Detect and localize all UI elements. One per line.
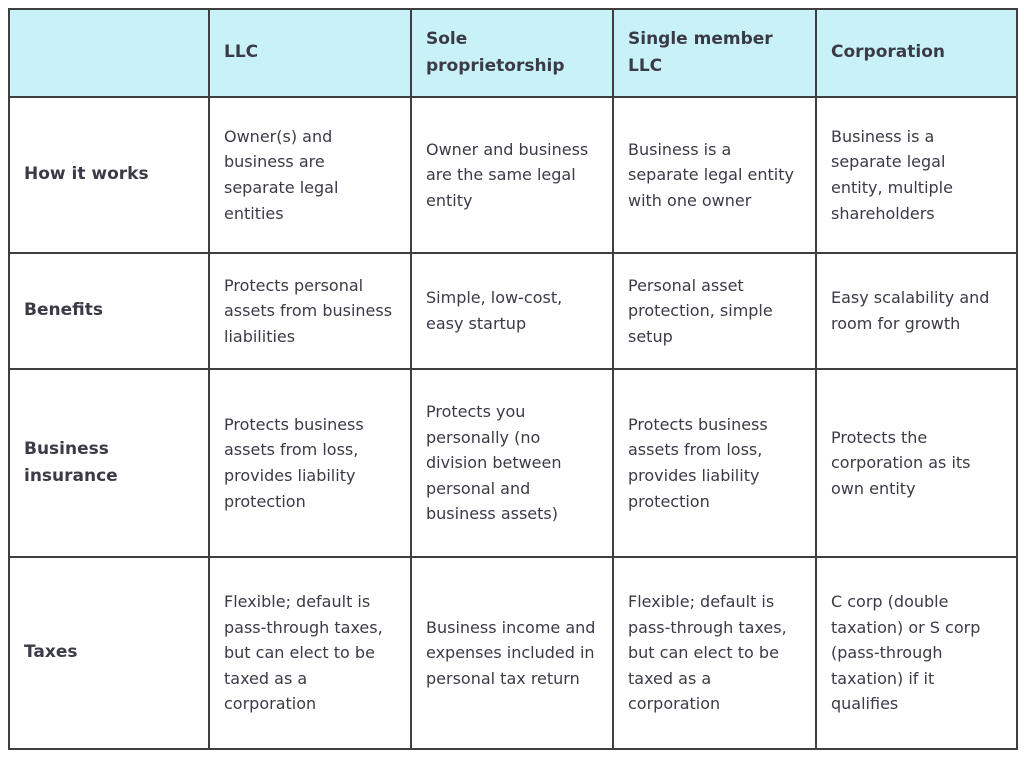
row-label-how-it-works: How it works — [8, 96, 210, 254]
table-cell: Protects business assets from loss, prov… — [612, 368, 817, 558]
table-cell: Business is a separate legal entity, mul… — [815, 96, 1018, 254]
table-cell: Personal asset protection, simple setup — [612, 252, 817, 370]
table-cell: Protects the corporation as its own enti… — [815, 368, 1018, 558]
table-cell: Owner(s) and business are separate legal… — [208, 96, 412, 254]
table-row-benefits: Benefits Protects personal assets from b… — [8, 252, 1018, 370]
header-cell-llc: LLC — [208, 8, 412, 98]
header-row: LLC Sole proprietorship Single member LL… — [8, 8, 1018, 98]
table-cell: Owner and business are the same legal en… — [410, 96, 614, 254]
table-cell: C corp (double taxation) or S corp (pass… — [815, 556, 1018, 750]
header-cell-corporation: Corporation — [815, 8, 1018, 98]
header-cell-empty — [8, 8, 210, 98]
table-cell: Protects business assets from loss, prov… — [208, 368, 412, 558]
table-row-taxes: Taxes Flexible; default is pass-through … — [8, 556, 1018, 750]
table-cell: Business income and expenses included in… — [410, 556, 614, 750]
table-row-business-insurance: Business insurance Protects business ass… — [8, 368, 1018, 558]
header-cell-sole-proprietorship: Sole proprietorship — [410, 8, 614, 98]
comparison-table: LLC Sole proprietorship Single member LL… — [8, 8, 1018, 750]
row-label-benefits: Benefits — [8, 252, 210, 370]
table-cell: Simple, low-cost, easy startup — [410, 252, 614, 370]
table-cell: Flexible; default is pass-through taxes,… — [208, 556, 412, 750]
row-label-taxes: Taxes — [8, 556, 210, 750]
table-row-how-it-works: How it works Owner(s) and business are s… — [8, 96, 1018, 254]
table-cell: Business is a separate legal entity with… — [612, 96, 817, 254]
table-cell: Flexible; default is pass-through taxes,… — [612, 556, 817, 750]
table-cell: Easy scalability and room for growth — [815, 252, 1018, 370]
row-label-business-insurance: Business insurance — [8, 368, 210, 558]
table-cell: Protects personal assets from business l… — [208, 252, 412, 370]
table-cell: Protects you personally (no division bet… — [410, 368, 614, 558]
header-cell-single-member-llc: Single member LLC — [612, 8, 817, 98]
